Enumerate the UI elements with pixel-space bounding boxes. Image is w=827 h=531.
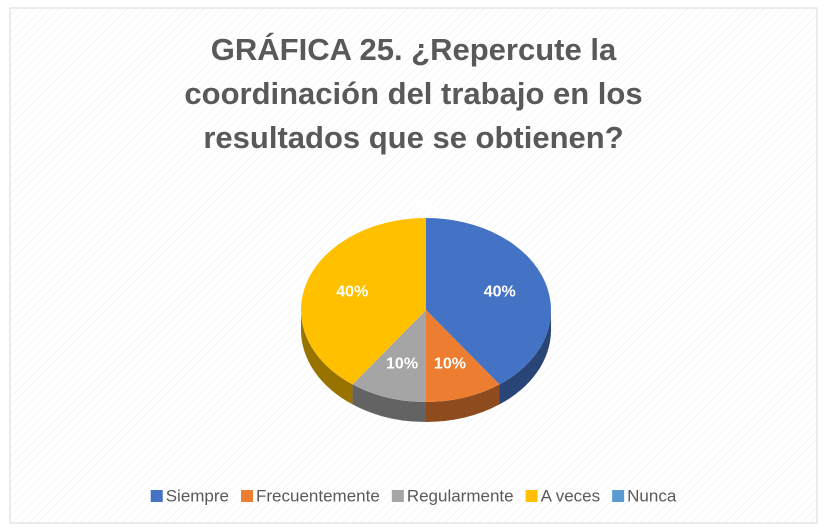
chart-title: GRÁFICA 25. ¿Repercute la coordinación d… xyxy=(184,32,643,155)
pie-slice xyxy=(352,310,426,402)
pie-slice xyxy=(426,310,500,402)
pie-slice xyxy=(301,218,426,385)
data-label: 40% xyxy=(336,284,368,301)
data-label: 40% xyxy=(484,284,516,301)
pie-side xyxy=(352,384,426,422)
legend-swatch xyxy=(612,490,625,502)
legend-label: Nunca xyxy=(627,486,677,505)
pie-side xyxy=(426,384,500,422)
legend-label: Frecuentemente xyxy=(256,486,380,505)
legend-swatch xyxy=(150,490,163,502)
legend-swatch xyxy=(391,490,404,502)
legend-swatch xyxy=(241,490,254,502)
legend-swatch xyxy=(525,490,538,502)
data-label: 0% xyxy=(414,198,437,215)
data-label: 10% xyxy=(434,355,466,372)
legend-label: Regularmente xyxy=(407,486,514,505)
legend-label: A veces xyxy=(541,486,601,505)
data-label: 10% xyxy=(386,355,418,372)
pie-side xyxy=(301,310,353,405)
pie-side xyxy=(499,310,551,405)
legend-label: Siempre xyxy=(166,486,229,505)
pie-slice xyxy=(426,218,551,385)
